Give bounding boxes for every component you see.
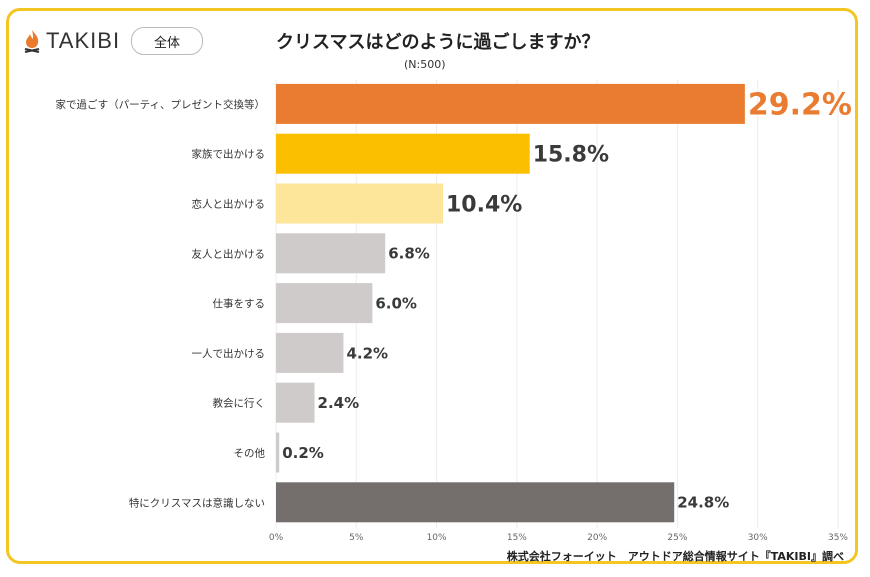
campfire-icon [24,30,40,53]
source-note: 株式会社フォーイット アウトドア総合情報サイト『TAKIBI』調べ [506,550,844,563]
x-tick-label: 30% [748,533,768,543]
data-label: 2.4% [318,394,360,412]
bar [276,283,373,324]
data-label: 29.2% [748,88,852,123]
chart-subtitle: (N:500) [404,58,446,71]
data-label: 4.2% [346,344,388,362]
x-tick-label: 25% [667,533,687,543]
bar [276,382,315,423]
data-label: 15.8% [533,143,609,168]
logo: TAKIBI [22,28,120,54]
chart-frame [6,8,858,564]
bar [276,83,745,124]
category-label: 教会に行く [213,397,266,410]
bar [276,133,530,174]
data-label: 10.4% [446,192,522,217]
category-label: 恋人と出かける [192,198,266,211]
bar [276,482,675,523]
category-label: 特にクリスマスは意識しない [129,496,265,509]
category-label: 家族で出かける [192,148,266,161]
data-label: 24.8% [677,494,729,512]
category-label: 友人と出かける [192,247,266,260]
x-tick-label: 15% [507,533,527,543]
x-tick-label: 35% [828,533,848,543]
category-label: 家で過ごす（パーティ、プレゼント交換等） [56,98,265,111]
x-tick-label: 10% [427,533,447,543]
logo-text: TAKIBI [46,28,121,53]
bar [276,332,344,373]
data-label: 0.2% [282,444,324,462]
x-tick-label: 20% [587,533,607,543]
x-tick-label: 0% [269,533,284,543]
filter-pill[interactable]: 全体 [131,27,203,55]
x-tick-label: 5% [349,533,364,543]
category-label: 仕事をする [213,297,266,310]
bar [276,233,386,274]
data-label: 6.8% [388,245,430,263]
category-label: 一人で出かける [192,347,266,360]
bar [276,432,280,473]
chart-title: クリスマスはどのように過ごしますか？ [276,32,600,53]
bar [276,183,443,224]
category-label: その他 [234,447,266,460]
data-label: 6.0% [375,295,417,313]
